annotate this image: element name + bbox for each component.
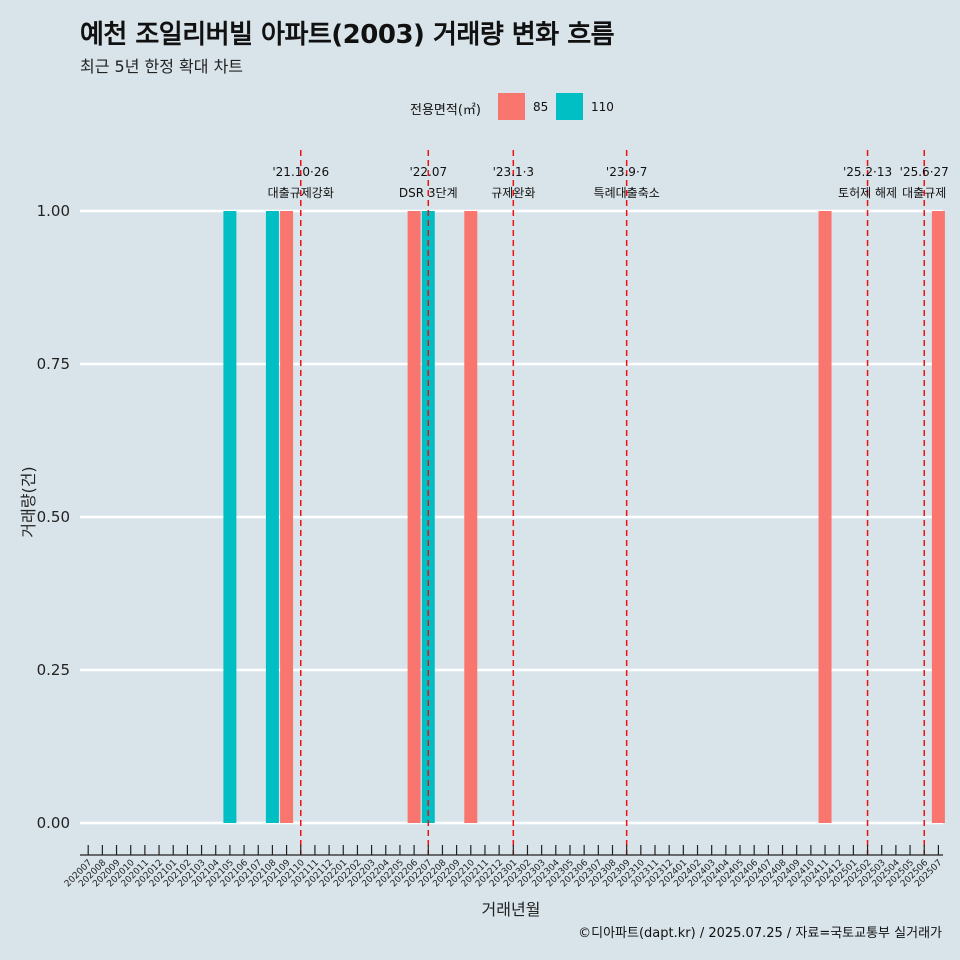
event-label: 규제완화: [491, 186, 535, 200]
y-tick-label: 0.75: [37, 355, 70, 373]
chart-title: 예천 조일리버빌 아파트(2003) 거래량 변화 흐름: [80, 20, 615, 50]
event-date-label: '21.10·26: [272, 165, 329, 179]
bar-85: [464, 211, 478, 823]
event-date-label: '23.1·3: [493, 165, 534, 179]
event-label: 대출규제: [902, 186, 946, 200]
event-date-label: '25.6·27: [900, 165, 949, 179]
event-label: 대출규제강화: [268, 186, 334, 200]
bar-110: [265, 211, 279, 823]
y-tick-label: 0.25: [37, 661, 70, 679]
chart-subtitle: 최근 5년 한정 확대 차트: [80, 57, 244, 76]
y-tick-label: 0.50: [37, 508, 70, 526]
caption: ©디아파트(dapt.kr) / 2025.07.25 / 자료=국토교통부 실…: [578, 926, 942, 941]
legend-label-110: 110: [591, 100, 614, 114]
event-label: 토허제 해제: [838, 186, 897, 200]
legend-title: 전용면적(㎡): [410, 103, 481, 118]
event-label: DSR 3단계: [399, 186, 458, 200]
event-date-label: '22.07: [409, 165, 447, 179]
legend-label-85: 85: [533, 100, 549, 114]
event-label: 특례대출축소: [594, 186, 660, 200]
bar-110: [421, 211, 435, 823]
y-tick-label: 0.00: [37, 814, 70, 832]
bar-85: [818, 211, 832, 823]
bar-110: [223, 211, 237, 823]
event-date-label: '25.2·13: [843, 165, 892, 179]
bar-85: [280, 211, 294, 823]
y-tick-label: 1.00: [37, 202, 70, 220]
bar-85: [407, 211, 421, 823]
y-axis-title: 거래량(건): [19, 466, 38, 537]
legend-swatch-110: [556, 93, 583, 120]
legend: 전용면적(㎡) 85 110: [0, 92, 960, 122]
bar-85: [931, 211, 945, 823]
legend-swatch-85: [498, 93, 525, 120]
x-axis-title: 거래년월: [482, 900, 541, 919]
event-date-label: '23.9·7: [606, 165, 647, 179]
